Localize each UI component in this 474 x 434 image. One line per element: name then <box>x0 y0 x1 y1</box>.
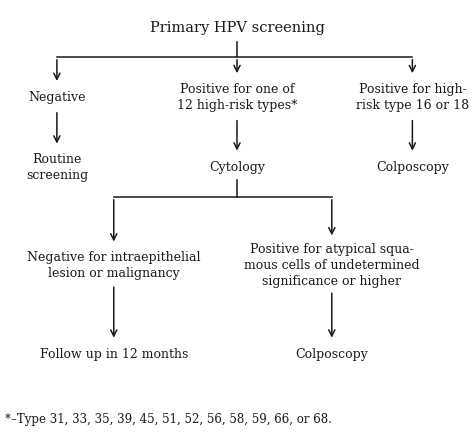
Text: *–Type 31, 33, 35, 39, 45, 51, 52, 56, 58, 59, 66, or 68.: *–Type 31, 33, 35, 39, 45, 51, 52, 56, 5… <box>5 412 332 425</box>
Text: Negative for intraepithelial
lesion or malignancy: Negative for intraepithelial lesion or m… <box>27 250 201 279</box>
Text: Routine
screening: Routine screening <box>26 153 88 181</box>
Text: Colposcopy: Colposcopy <box>376 161 449 174</box>
Text: Follow up in 12 months: Follow up in 12 months <box>39 347 188 360</box>
Text: Cytology: Cytology <box>209 161 265 174</box>
Text: Negative: Negative <box>28 91 86 104</box>
Text: Positive for atypical squa-
mous cells of undetermined
significance or higher: Positive for atypical squa- mous cells o… <box>244 242 419 287</box>
Text: Primary HPV screening: Primary HPV screening <box>150 21 324 35</box>
Text: Colposcopy: Colposcopy <box>295 347 368 360</box>
Text: Positive for one of
12 high-risk types*: Positive for one of 12 high-risk types* <box>177 83 297 112</box>
Text: Positive for high-
risk type 16 or 18: Positive for high- risk type 16 or 18 <box>356 83 469 112</box>
